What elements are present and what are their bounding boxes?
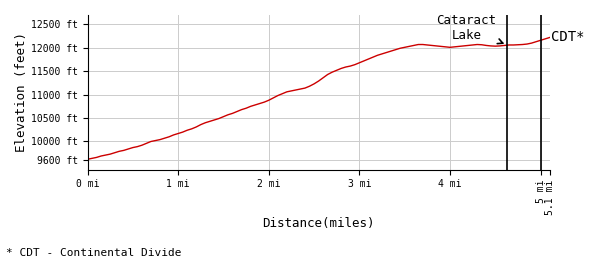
- X-axis label: Distance(miles): Distance(miles): [262, 217, 375, 230]
- Y-axis label: Elevation (feet): Elevation (feet): [15, 32, 28, 152]
- Text: CDT*: CDT*: [551, 30, 585, 44]
- Text: Cataract
Lake: Cataract Lake: [436, 14, 503, 44]
- Text: * CDT - Continental Divide: * CDT - Continental Divide: [6, 248, 182, 258]
